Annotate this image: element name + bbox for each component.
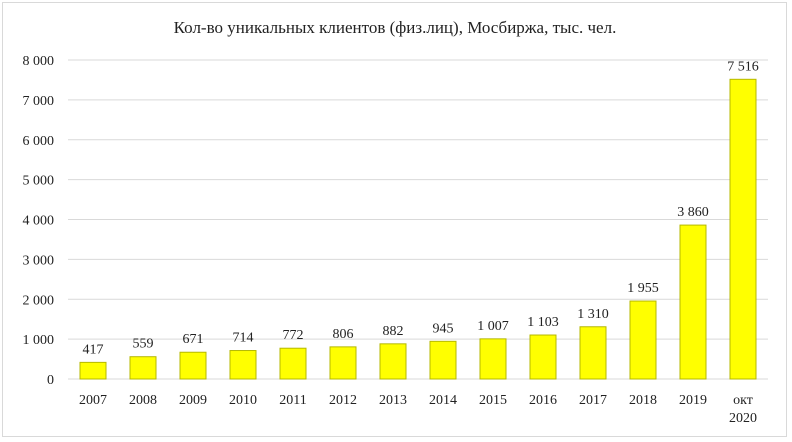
data-label: 417 [83, 342, 104, 357]
chart-title: Кол-во уникальных клиентов (физ.лиц), Мо… [174, 18, 617, 37]
data-label: 1 103 [527, 315, 559, 330]
y-tick-label: 2 000 [23, 293, 55, 308]
data-label: 559 [133, 337, 154, 352]
bar [329, 346, 357, 380]
x-tick-label: 2013 [379, 393, 407, 408]
data-label: 772 [283, 328, 304, 343]
data-label: 1 310 [577, 307, 609, 322]
data-label: 806 [333, 327, 354, 342]
data-label: 7 516 [727, 59, 759, 74]
y-tick-label: 8 000 [23, 54, 55, 69]
x-tick-label: 2015 [479, 393, 507, 408]
data-label: 1 007 [477, 319, 509, 334]
data-labels: 417 559 671 714 772 806 882 945 1 007 1 103 1 310 1… [83, 59, 759, 357]
x-tick-label: 2008 [129, 393, 157, 408]
x-tick-label: 2012 [329, 393, 357, 408]
bar [229, 350, 257, 380]
bar [579, 326, 607, 380]
y-tick-label: 4 000 [23, 214, 55, 229]
x-tick-label: 2014 [429, 393, 457, 408]
y-tick-label: 7 000 [23, 94, 55, 109]
x-tick-label: 2016 [529, 393, 557, 408]
x-tick-label: 2007 [79, 393, 107, 408]
x-tick-label: 2011 [279, 393, 306, 408]
x-tick-label: 2020 [729, 411, 757, 426]
bar [129, 356, 157, 380]
data-label: 3 860 [677, 205, 709, 220]
x-tick-label: 2009 [179, 393, 207, 408]
bar [79, 361, 107, 380]
bar [429, 340, 457, 380]
bar [679, 224, 707, 380]
y-tick-label: 3 000 [23, 253, 55, 268]
data-label: 882 [383, 324, 404, 339]
y-tick-label: 1 000 [23, 333, 55, 348]
y-tick-label: 6 000 [23, 134, 55, 149]
gridlines [68, 59, 768, 380]
y-tick-label: 5 000 [23, 174, 55, 189]
bar [529, 334, 557, 380]
x-tick-label: 2018 [629, 393, 657, 408]
data-label: 714 [233, 331, 254, 346]
bar [279, 347, 307, 380]
x-tick-label: 2017 [579, 393, 607, 408]
x-tick-label: 2019 [679, 393, 707, 408]
x-tick-label: 2010 [229, 393, 257, 408]
data-label: 671 [183, 332, 204, 347]
y-axis: 0 1 000 2 000 3 000 4 000 5 000 6 000 7 000 8 00… [23, 54, 55, 388]
bar [379, 343, 407, 380]
data-label: 1 955 [627, 281, 659, 296]
bar [729, 78, 757, 380]
data-label: 945 [433, 321, 454, 336]
y-tick-label: 0 [47, 373, 54, 388]
bar [479, 338, 507, 380]
bar [179, 351, 207, 380]
x-tick-label: окт [733, 393, 753, 408]
bar [629, 300, 657, 380]
x-axis: 2007 2008 2009 2010 2011 2012 2013 2014 2015 2016… [79, 393, 757, 426]
bars [79, 78, 757, 380]
